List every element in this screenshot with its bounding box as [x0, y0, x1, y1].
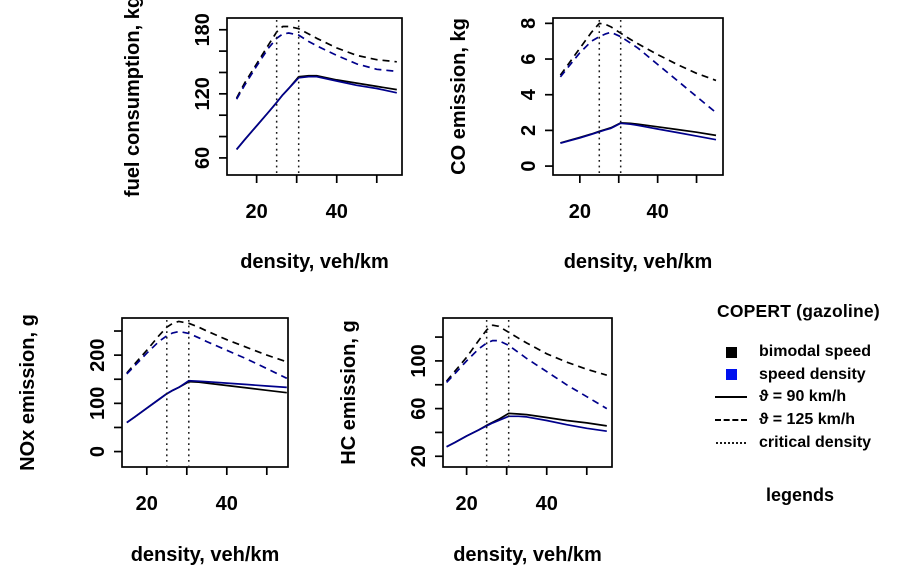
legend-square-icon: [725, 346, 737, 358]
series-line-solid-blue: [126, 379, 287, 424]
series-line-dashed-blue: [559, 31, 717, 114]
series-line-solid-black: [446, 412, 607, 448]
legend-dashed-line-icon: [715, 419, 747, 422]
y-axis-title: HC emission, g: [338, 320, 360, 464]
y-tick-label: 60: [192, 147, 214, 169]
legend-item-label: ϑ = 125 km/h: [759, 411, 856, 429]
y-tick-label: 60: [408, 397, 430, 419]
legend-item-3: ϑ = 125 km/h: [703, 409, 897, 432]
series-line-solid-blue: [560, 122, 717, 145]
x-tick-label: 20: [136, 493, 158, 515]
y-axis-title: CO emission, kg: [448, 18, 470, 175]
legend-dotted-line-icon: [716, 441, 746, 444]
plot-box: [226, 17, 403, 176]
legend-item-label: critical density: [759, 433, 872, 451]
x-tick-label: 40: [216, 493, 238, 515]
y-tick-label: 6: [518, 53, 540, 64]
series-line-dashed-blue: [126, 330, 288, 380]
legend-item-4: critical density: [703, 431, 897, 454]
series-line-solid-blue: [235, 75, 397, 150]
y-axis-title: NOx emission, g: [17, 314, 39, 471]
x-tick-label: 40: [536, 493, 558, 515]
panel-hc-emission: 20 40 20 60 100 HC emission, g density, veh/km: [338, 317, 613, 566]
y-tick-label: 100: [408, 344, 430, 377]
x-axis-title: density, veh/km: [240, 251, 389, 273]
x-tick-label: 20: [456, 493, 478, 515]
x-tick-label: 20: [246, 201, 268, 223]
legend-item-label: ϑ = 90 km/h: [759, 388, 847, 406]
legend-item-0: bimodal speed: [703, 341, 897, 364]
series-line-solid-blue: [446, 415, 607, 448]
copert-legend: COPERT (gazoline) bimodal speed speed den…: [703, 301, 897, 506]
x-axis-title: density, veh/km: [453, 544, 602, 566]
plot-box: [121, 317, 289, 468]
legend-item-label: speed density: [759, 365, 866, 383]
y-tick-label: 20: [408, 445, 430, 467]
legend-item-1: speed density: [703, 364, 897, 387]
legend-footer: legends: [765, 484, 835, 505]
x-tick-label: 40: [647, 201, 669, 223]
y-axis-title: fuel consumption, kg: [122, 0, 144, 197]
y-tick-label: 0: [518, 161, 540, 172]
y-tick-label: 4: [518, 88, 540, 100]
legend-item-label: bimodal speed: [759, 343, 872, 361]
y-tick-label: 200: [87, 338, 109, 371]
panel-nox-emission: 20 40 0 100 200 NOx emission, g density, veh/k…: [17, 314, 289, 566]
x-axis-title: density, veh/km: [131, 544, 280, 566]
legend-item-2: ϑ = 90 km/h: [703, 386, 897, 409]
legend-solid-line-icon: [715, 396, 747, 399]
series-line-dashed-blue: [445, 339, 608, 410]
y-tick-label: 0: [87, 446, 109, 457]
x-tick-label: 20: [569, 201, 591, 223]
y-tick-label: 8: [518, 18, 540, 29]
plot-box: [442, 317, 613, 468]
series-line-dashed-black: [559, 22, 717, 82]
legend-square-icon: [725, 369, 737, 381]
series-line-dashed-black: [126, 320, 288, 374]
y-tick-label: 120: [192, 77, 214, 110]
y-tick-label: 180: [192, 13, 214, 46]
panel-fuel-consumption: 20 40 60 120 180 fuel consumption, kg density,…: [122, 0, 403, 273]
series-line-dashed-black: [235, 25, 397, 99]
series-line-solid-black: [126, 380, 287, 424]
x-tick-label: 40: [326, 201, 348, 223]
legend-items: bimodal speed speed density ϑ = 90 km/h ϑ =…: [703, 341, 897, 454]
series-line-dashed-black: [445, 324, 608, 382]
plot-box: [552, 17, 724, 176]
panel-co-emission: 20 40 0 2 4 6 8 CO emission, kg density, veh/km: [448, 17, 724, 273]
legend-title: COPERT (gazoline): [717, 301, 880, 321]
y-tick-label: 2: [518, 125, 540, 136]
series-line-solid-black: [235, 74, 397, 150]
y-tick-label: 100: [87, 387, 109, 420]
series-line-dashed-blue: [235, 32, 397, 100]
x-axis-title: density, veh/km: [564, 251, 713, 273]
